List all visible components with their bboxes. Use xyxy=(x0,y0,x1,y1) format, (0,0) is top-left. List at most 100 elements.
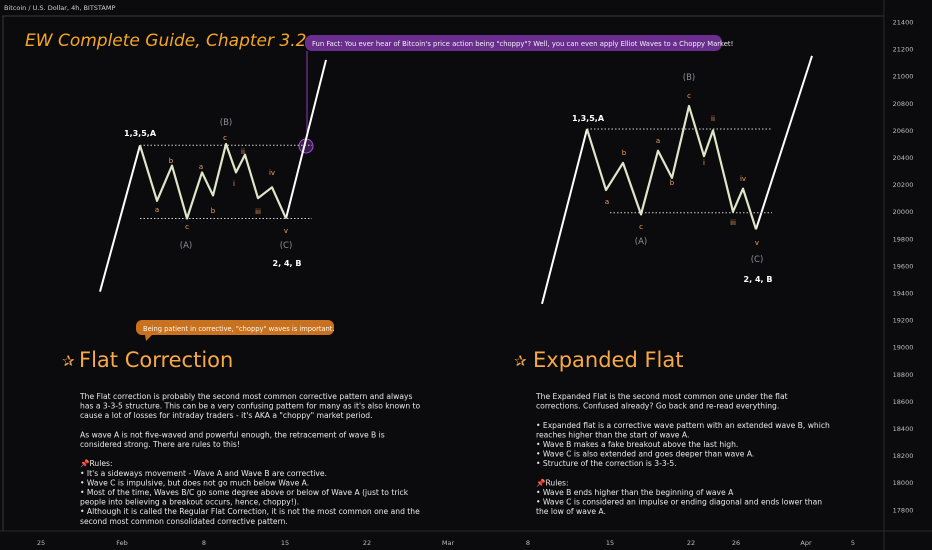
wave-label: (C) xyxy=(280,241,293,251)
wave-label: iv xyxy=(269,169,275,177)
y-tick-label: 19200 xyxy=(893,317,914,325)
y-tick-label: 18600 xyxy=(893,398,914,406)
x-tick-label: 8 xyxy=(526,539,530,547)
wave-label: c xyxy=(223,134,227,142)
description-line: people into believing a breakout occurs,… xyxy=(80,498,299,507)
patience-callout[interactable]: Being patient in corrective, "choppy" wa… xyxy=(136,320,335,341)
description-line: corrections. Confused already? Go back a… xyxy=(536,402,779,411)
impulse-leg-out xyxy=(285,59,327,219)
description-line: • Wave B ends higher than the beginning … xyxy=(536,488,734,497)
time-axis[interactable]: 25 Feb 8 15 22 Mar 8 15 22 26 Apr 5 xyxy=(37,539,855,547)
symbol-header: Bitcoin / U.S. Dollar, 4h, BITSTAMP xyxy=(4,4,115,12)
wave-label: (B) xyxy=(683,73,695,83)
fun-fact-callout[interactable]: Fun Fact: You ever hear of Bitcoin's pri… xyxy=(305,35,733,51)
y-tick-label: 19000 xyxy=(893,344,914,352)
wave-label: a xyxy=(199,163,203,171)
y-tick-label: 17800 xyxy=(893,506,914,514)
description-line: cause a lot of losses for intraday trade… xyxy=(80,411,373,420)
description-line: second most common consolidated correcti… xyxy=(80,517,288,526)
description-line: The Expanded Flat is the second most com… xyxy=(535,392,788,401)
y-tick-label: 20800 xyxy=(893,100,914,108)
y-tick-label: 20200 xyxy=(893,181,914,189)
wave-label: b xyxy=(169,157,174,165)
wave-label: ii xyxy=(711,115,715,123)
x-tick-label: 15 xyxy=(606,539,614,547)
chart-title: EW Complete Guide, Chapter 3.2 xyxy=(25,31,306,51)
wave-label: (A) xyxy=(180,241,192,251)
rules-title: 📌Rules: xyxy=(536,477,569,487)
description-line: • Wave B makes a fake breakout above the… xyxy=(536,440,738,449)
y-tick-label: 20000 xyxy=(893,208,914,216)
wave-label: (B) xyxy=(220,118,232,128)
x-tick-label: 25 xyxy=(37,539,45,547)
description-line: • Structure of the correction is 3-3-5. xyxy=(536,459,677,468)
y-tick-label: 19600 xyxy=(893,262,914,270)
description-line: the low of wave A. xyxy=(536,507,606,516)
y-tick-label: 18000 xyxy=(893,479,914,487)
wave-label: i xyxy=(703,159,705,167)
correction-wave-line[interactable] xyxy=(585,104,758,230)
y-tick-label: 21000 xyxy=(893,73,914,81)
expanded-star-icon: ✰ xyxy=(514,352,527,370)
patience-text: Being patient in corrective, "choppy" wa… xyxy=(143,325,335,333)
wave-label: i xyxy=(233,180,235,188)
correction-wave-line[interactable] xyxy=(138,142,288,220)
x-tick-label: 15 xyxy=(281,539,289,547)
wave-label: v xyxy=(284,227,288,235)
wave-label: c xyxy=(639,223,643,231)
wave-label: 2, 4, B xyxy=(744,275,773,284)
y-tick-label: 19800 xyxy=(893,235,914,243)
y-tick-label: 18200 xyxy=(893,452,914,460)
y-tick-label: 20400 xyxy=(893,154,914,162)
fun-fact-text: Fun Fact: You ever hear of Bitcoin's pri… xyxy=(312,40,733,48)
description-line: • Wave C is impulsive, but does not go m… xyxy=(80,478,309,487)
y-tick-label: 19400 xyxy=(893,290,914,298)
flat-description: The Flat correction is probably the seco… xyxy=(79,392,421,526)
wave-label: iv xyxy=(740,175,746,183)
flat-star-icon: ✰ xyxy=(62,352,75,370)
description-line: considered strong. There are rules to th… xyxy=(80,440,240,449)
description-line: The Flat correction is probably the seco… xyxy=(79,392,413,401)
wave-label: (C) xyxy=(751,255,764,265)
description-line: reaches higher than the start of wave A. xyxy=(536,430,689,439)
wave-label: a xyxy=(656,137,660,145)
flat-heading: Flat Correction xyxy=(79,348,233,372)
y-tick-label: 18800 xyxy=(893,371,914,379)
y-tick-label: 21200 xyxy=(893,46,914,54)
expanded-description: The Expanded Flat is the second most com… xyxy=(535,392,830,516)
wave-label: iii xyxy=(255,208,261,216)
price-axis[interactable]: 21400 21200 21000 20800 20600 20400 20200 20000… xyxy=(893,19,914,515)
wave-label: c xyxy=(687,92,691,100)
y-tick-label: 21400 xyxy=(893,19,914,27)
expanded-heading: Expanded Flat xyxy=(533,348,683,372)
description-line: • Although it is called the Regular Flat… xyxy=(80,507,420,516)
description-line: • Expanded flat is a corrective wave pat… xyxy=(536,421,830,430)
wave-label: b xyxy=(670,179,675,187)
y-tick-label: 18400 xyxy=(893,425,914,433)
description-line: • Wave C is also extended and goes deepe… xyxy=(536,450,754,459)
description-line: As wave A is not five-waved and powerful… xyxy=(80,430,385,439)
wave-label: 1,3,5,A xyxy=(572,114,605,123)
wave-label: v xyxy=(755,239,759,247)
wave-label: c xyxy=(185,223,189,231)
impulse-leg-in xyxy=(541,128,588,305)
impulse-leg-out xyxy=(755,55,813,230)
description-line: • Most of the time, Waves B/C go some de… xyxy=(80,488,409,497)
x-tick-label: 26 xyxy=(732,539,740,547)
wave-label: a xyxy=(605,198,609,206)
x-tick-label: 8 xyxy=(202,539,206,547)
wave-label: 1,3,5,A xyxy=(124,129,157,138)
description-line: • It's a sideways movement - Wave A and … xyxy=(80,469,327,478)
wave-label: b xyxy=(622,149,627,157)
impulse-leg-in xyxy=(99,145,141,292)
description-line: has a 3-3-5 structure. This can be a ver… xyxy=(80,402,421,411)
x-tick-label: 22 xyxy=(687,539,695,547)
x-tick-label: Apr xyxy=(800,539,812,547)
wave-label: b xyxy=(211,207,216,215)
y-tick-label: 20600 xyxy=(893,127,914,135)
x-tick-label: Feb xyxy=(116,539,128,547)
wave-label: ii xyxy=(241,148,245,156)
wave-label: (A) xyxy=(635,237,647,247)
